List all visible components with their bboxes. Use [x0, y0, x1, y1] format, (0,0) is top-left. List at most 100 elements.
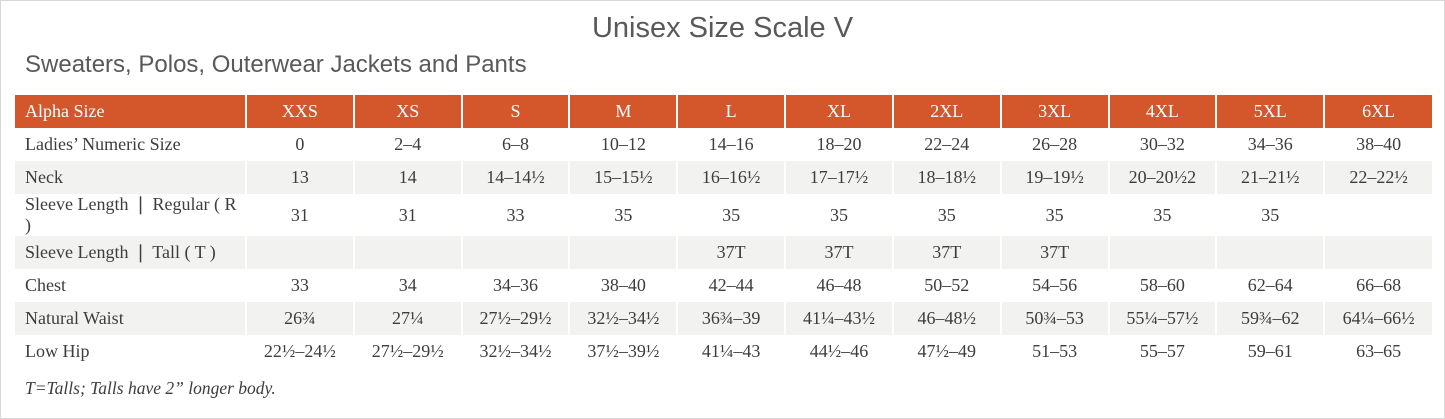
size-value-cell: 32½–34½: [568, 302, 678, 335]
size-value-cell: 41¼–43½: [784, 302, 893, 335]
size-value-cell: 22–24: [891, 128, 1001, 161]
size-value-cell: 14–14½: [460, 161, 570, 194]
size-value-cell: 14–16: [676, 128, 786, 161]
size-value-cell: [1323, 236, 1432, 269]
size-value-cell: 37T: [891, 236, 1001, 269]
size-value-cell: [460, 236, 570, 269]
size-value-cell: 66–68: [1323, 269, 1432, 302]
size-value-cell: 18–18½: [891, 161, 1001, 194]
size-value-cell: [1215, 236, 1325, 269]
size-value-cell: [352, 236, 462, 269]
column-header: M: [568, 95, 678, 128]
size-value-cell: 6–8: [460, 128, 570, 161]
size-value-cell: 22–22½: [1323, 161, 1432, 194]
size-value-cell: 37T: [784, 236, 893, 269]
size-value-cell: 50–52: [891, 269, 1001, 302]
size-value-cell: 35: [999, 194, 1109, 236]
size-value-cell: 19–19½: [999, 161, 1109, 194]
size-chart-table: Alpha Size XXS XS S M L XL 2XL 3XL 4XL 5XL 6XL Ladi…: [15, 95, 1432, 368]
column-header: XXS: [245, 95, 354, 128]
size-value-cell: 20–20½2: [1107, 161, 1217, 194]
size-value-cell: 35: [1215, 194, 1325, 236]
page-title: Unisex Size Scale V: [591, 12, 854, 44]
size-value-cell: 22½–24½: [245, 335, 354, 368]
size-value-cell: 33: [460, 194, 570, 236]
size-value-cell: [245, 236, 354, 269]
size-value-cell: 34: [352, 269, 462, 302]
size-value-cell: 63–65: [1323, 335, 1432, 368]
size-value-cell: 2–4: [352, 128, 462, 161]
size-value-cell: 59¾–62: [1215, 302, 1325, 335]
size-value-cell: 55–57: [1107, 335, 1217, 368]
size-value-cell: 35: [784, 194, 893, 236]
column-header: L: [676, 95, 786, 128]
table-row: Neck 13 14 14–14½ 15–15½ 16–16½ 17–17½ 18–18½ 19…: [15, 161, 1432, 194]
size-value-cell: 31: [245, 194, 354, 236]
size-value-cell: 16–16½: [676, 161, 786, 194]
size-value-cell: 50¾–53: [999, 302, 1109, 335]
column-header: 6XL: [1323, 95, 1432, 128]
size-value-cell: 32½–34½: [460, 335, 570, 368]
page-subtitle: Sweaters, Polos, Outerwear Jackets and P…: [25, 51, 527, 78]
table-row: Low Hip 22½–24½ 27½–29½ 32½–34½ 37½–39½ 41¼–4…: [15, 335, 1432, 368]
size-value-cell: 59–61: [1215, 335, 1325, 368]
row-label: Sleeve Length ❘ Regular ( R ): [25, 194, 237, 235]
size-value-cell: 26–28: [999, 128, 1109, 161]
size-value-cell: 13: [245, 161, 354, 194]
size-value-cell: 35: [891, 194, 1001, 236]
size-value-cell: 37T: [999, 236, 1109, 269]
table-row: Ladies’ Numeric Size 0 2–4 6–8 10–12 14–16 18–…: [15, 128, 1432, 161]
size-value-cell: 37T: [676, 236, 786, 269]
size-value-cell: 35: [676, 194, 786, 236]
row-label: Natural Waist: [25, 308, 124, 328]
size-value-cell: 30–32: [1107, 128, 1217, 161]
column-header: 3XL: [999, 95, 1109, 128]
footnote: T=Talls; Talls have 2” longer body.: [25, 378, 276, 398]
size-value-cell: 46–48½: [891, 302, 1001, 335]
size-value-cell: 37½–39½: [568, 335, 678, 368]
size-value-cell: 41¼–43: [676, 335, 786, 368]
size-value-cell: 10–12: [568, 128, 678, 161]
size-value-cell: 27½–29½: [460, 302, 570, 335]
size-value-cell: 35: [568, 194, 678, 236]
size-value-cell: 36¾–39: [676, 302, 786, 335]
size-value-cell: [1323, 194, 1432, 236]
column-header: S: [460, 95, 570, 128]
table-row: Natural Waist 26¾ 27¼ 27½–29½ 32½–34½ 36¾–39 4…: [15, 302, 1432, 335]
table-header-row: Alpha Size XXS XS S M L XL 2XL 3XL 4XL 5XL 6XL: [15, 95, 1432, 128]
size-value-cell: 51–53: [999, 335, 1109, 368]
table-row: Sleeve Length ❘ Tall ( T ) 37T 37T 37T 37T: [15, 236, 1432, 269]
column-header: 5XL: [1215, 95, 1325, 128]
size-value-cell: 47½–49: [891, 335, 1001, 368]
size-value-cell: 26¾: [245, 302, 354, 335]
size-value-cell: 42–44: [676, 269, 786, 302]
size-value-cell: 21–21½: [1215, 161, 1325, 194]
size-value-cell: 15–15½: [568, 161, 678, 194]
row-label: Sleeve Length ❘ Tall ( T ): [25, 242, 216, 262]
size-value-cell: 27½–29½: [352, 335, 462, 368]
size-value-cell: 38–40: [1323, 128, 1432, 161]
size-value-cell: 0: [245, 128, 354, 161]
row-label: Chest: [25, 275, 67, 295]
column-header: 2XL: [891, 95, 1001, 128]
size-value-cell: 34–36: [460, 269, 570, 302]
size-value-cell: 58–60: [1107, 269, 1217, 302]
size-value-cell: 31: [352, 194, 462, 236]
table-row: Chest 33 34 34–36 38–40 42–44 46–48 50–52 54–56 5…: [15, 269, 1432, 302]
size-value-cell: 14: [352, 161, 462, 194]
size-value-cell: 54–56: [999, 269, 1109, 302]
size-value-cell: 64¼–66½: [1323, 302, 1432, 335]
size-value-cell: 27¼: [352, 302, 462, 335]
column-header: XS: [352, 95, 462, 128]
size-value-cell: 17–17½: [784, 161, 893, 194]
row-label: Neck: [25, 167, 63, 187]
size-value-cell: 55¼–57½: [1107, 302, 1217, 335]
size-value-cell: 46–48: [784, 269, 893, 302]
size-value-cell: [568, 236, 678, 269]
size-value-cell: 18–20: [784, 128, 893, 161]
column-header: XL: [784, 95, 893, 128]
size-value-cell: 34–36: [1215, 128, 1325, 161]
size-value-cell: 33: [245, 269, 354, 302]
size-value-cell: 44½–46: [784, 335, 893, 368]
size-value-cell: [1107, 236, 1217, 269]
